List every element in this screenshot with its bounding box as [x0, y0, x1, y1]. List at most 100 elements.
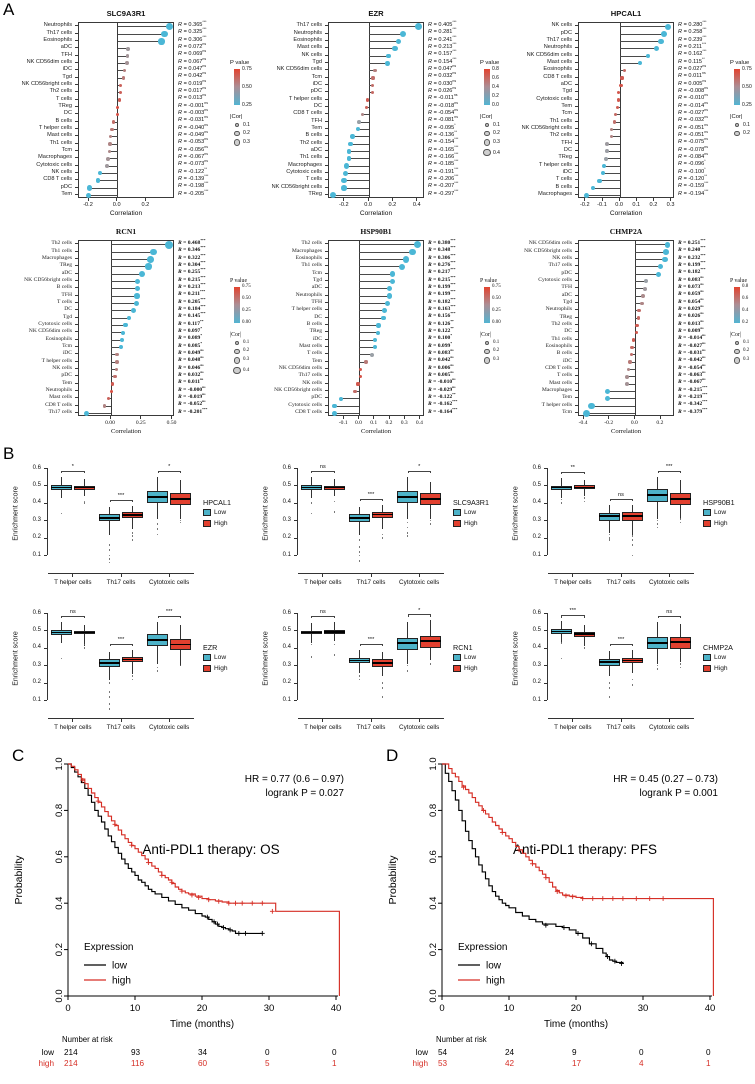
- y-axis-tick: [543, 555, 547, 556]
- r-value: R = 0.047ns: [178, 64, 207, 73]
- cell-type-label: NK cells: [552, 254, 572, 261]
- lollipop-stem: [635, 258, 665, 260]
- cell-type-label: aDC: [60, 44, 72, 51]
- cell-type-label: Th2 cells: [51, 240, 72, 247]
- r-value: R = 0.199***: [428, 289, 456, 298]
- outlier-dot: [310, 656, 313, 658]
- sig-bracket: [311, 615, 335, 617]
- lollipop-stem: [111, 368, 117, 370]
- r-value: R = 0.162***: [678, 49, 707, 58]
- outlier-dot: [381, 682, 384, 684]
- y-axis-tick: [75, 338, 78, 340]
- cell-type-label: NK cells: [301, 51, 322, 58]
- km-title: Anti-PDL1 therapy: OS: [142, 842, 279, 857]
- pvalue-gradient-bar: [484, 287, 490, 323]
- lollipop-dot: [120, 330, 125, 335]
- y-axis-tick: [325, 353, 328, 355]
- cell-type-label: Th1 cells: [301, 262, 322, 269]
- r-value: R = 0.380***: [428, 238, 456, 247]
- r-value: R = 0.032ns: [178, 370, 204, 379]
- x-axis-tick: [358, 416, 359, 419]
- x-axis-tick: [72, 719, 74, 722]
- r-value: R = 0.154***: [428, 56, 457, 65]
- lollipop-dot: [413, 241, 421, 249]
- r-value: R = -0.165***: [428, 144, 459, 153]
- x-tick-label: 20: [571, 1003, 582, 1014]
- panel-d-label: D: [386, 746, 399, 765]
- lollipop-dot: [645, 53, 651, 59]
- box-median-line: [99, 662, 120, 664]
- box-median-line: [573, 633, 595, 635]
- lollipop-dot: [609, 134, 614, 139]
- y-axis-tick: [575, 375, 578, 377]
- x-tick-label: 30: [638, 1003, 649, 1014]
- lollipop-stem: [110, 136, 118, 138]
- x-tick-label: 0.2: [141, 201, 150, 208]
- lollipop-stem: [359, 324, 379, 326]
- y-axis-tick: [75, 382, 78, 384]
- y-axis-tick: [75, 193, 78, 195]
- x-axis-tick: [620, 719, 622, 722]
- x-axis-tick: [140, 416, 142, 419]
- box-whisker-bottom: [132, 662, 133, 675]
- lollipop-stem: [117, 55, 128, 57]
- outlier-dot: [358, 675, 361, 677]
- lollipop-stem: [111, 244, 169, 246]
- y-tick-label: 0.6: [32, 464, 41, 471]
- cor-tick-label: 0.2: [743, 348, 750, 354]
- r-value: R = 0.049ns: [178, 348, 204, 357]
- box-median-line: [670, 641, 692, 643]
- cell-type-label: Th2 cells: [301, 240, 322, 247]
- cell-type-label: Th17 cells: [548, 262, 572, 269]
- cell-type-label: Tcm: [562, 408, 572, 415]
- lollipop-stem: [611, 136, 621, 138]
- x-axis-line: [48, 718, 194, 719]
- x-tick-label: 0: [65, 1003, 70, 1014]
- lollipop-stem: [359, 251, 413, 253]
- x-axis-tick: [572, 719, 574, 722]
- y-tick-label: 0.6: [32, 609, 41, 616]
- outlier-dot: [560, 498, 563, 501]
- lollipop-dot: [609, 127, 614, 132]
- sig-bracket-end: [583, 471, 585, 475]
- cell-type-label: iDC: [312, 335, 322, 342]
- pvalue-tick-label: 0.0: [492, 102, 499, 109]
- cor-legend-circle: [734, 341, 740, 346]
- legend-gene-name: HPCAL1: [203, 498, 231, 507]
- y-axis-tick: [575, 157, 578, 159]
- x-axis-tick: [418, 574, 420, 577]
- y-axis-tick: [43, 630, 47, 631]
- r-value: R = 0.281***: [428, 27, 457, 36]
- y-axis-tick: [75, 98, 78, 100]
- y-axis-tick: [325, 113, 328, 115]
- lollipop-stem: [86, 412, 111, 414]
- r-value: R = 0.255***: [178, 267, 206, 276]
- lollipop-stem: [611, 128, 621, 130]
- r-value: R = 0.306***: [178, 34, 207, 43]
- r-value: R = 0.069ns: [178, 49, 207, 58]
- sig-bracket-end: [61, 470, 62, 474]
- lollipop-dot: [375, 330, 381, 335]
- box-median-line: [300, 486, 322, 489]
- y-axis-tick: [543, 502, 547, 504]
- cell-type-label: T cells: [55, 95, 72, 102]
- cor-tick-label: 0.2: [243, 130, 250, 137]
- pvalue-legend-title: P value: [230, 278, 248, 284]
- r-value: R = 0.182***: [428, 296, 456, 305]
- y-tick-label: 0.5: [32, 482, 41, 488]
- y-axis-tick: [543, 700, 547, 701]
- legend-item-label: Low: [214, 508, 227, 516]
- lollipop-stem: [607, 143, 621, 145]
- y-axis-line: [47, 468, 48, 556]
- y-axis-tick: [325, 47, 328, 49]
- risk-table-header: Number at risk: [436, 1035, 487, 1044]
- cor-tick-label: 0.4: [493, 149, 500, 156]
- x-category-label: T helper cells: [554, 578, 592, 586]
- outlier-dot: [608, 537, 611, 539]
- legend-swatch: [703, 520, 711, 527]
- cell-type-label: TFH: [311, 298, 322, 305]
- cell-type-label: DC: [63, 110, 72, 117]
- lollipop-stem: [620, 70, 625, 72]
- lollipop-dot: [355, 127, 360, 132]
- y-axis-tick: [575, 61, 578, 63]
